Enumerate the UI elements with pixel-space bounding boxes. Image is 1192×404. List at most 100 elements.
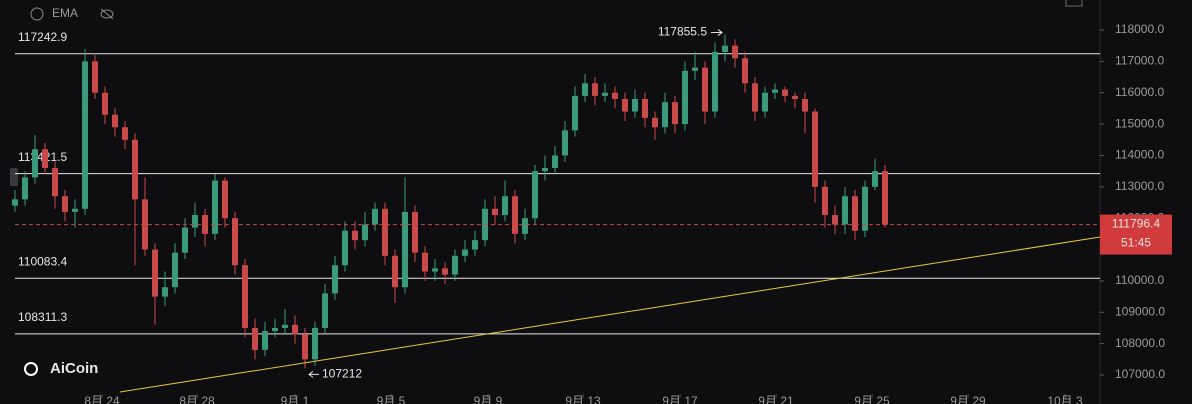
candle-body (632, 99, 638, 112)
x-tick-label: 9月 1 (281, 394, 310, 404)
trend-line (119, 236, 1101, 393)
y-tick-label: 116000.0 (1115, 85, 1164, 99)
min-arrow-head (308, 370, 314, 378)
y-tick-label: 118000.0 (1115, 22, 1164, 36)
candle-body (312, 327, 318, 360)
y-tick-label: 110000.0 (1115, 273, 1164, 287)
candle-body (332, 265, 338, 294)
drag-handle[interactable] (10, 168, 18, 186)
candle-body (882, 171, 888, 225)
candle-body (112, 114, 118, 128)
candle-body (842, 196, 848, 225)
candle-body (852, 196, 858, 231)
candle-body (62, 196, 68, 212)
candle-body (172, 252, 178, 288)
candle-body (812, 111, 818, 187)
candle-body (602, 92, 608, 96)
x-tick-label: 10月 3 (1047, 394, 1083, 404)
candle-body (222, 180, 228, 219)
toolbar-icon[interactable] (30, 7, 44, 21)
candle-body (322, 293, 328, 328)
x-tick-label: 9月 17 (662, 394, 698, 404)
candle-body (22, 177, 28, 200)
indicator-label[interactable]: EMA (52, 6, 78, 20)
y-tick-label: 114000.0 (1115, 148, 1164, 162)
candle-body (402, 211, 408, 288)
candle-body (552, 155, 558, 169)
candle-body (582, 83, 588, 96)
candle-body (572, 95, 578, 131)
candle-body (662, 102, 668, 128)
y-tick-label: 108000.0 (1115, 336, 1165, 350)
x-tick-label: 9月 29 (950, 394, 986, 404)
visibility-icon[interactable] (100, 9, 114, 19)
last-price-label: 111796.4 (1112, 217, 1161, 231)
candle-body (432, 268, 438, 272)
candle-body (522, 218, 528, 234)
level-label: 110083.4 (18, 254, 67, 268)
x-tick-label: 8月 24 (84, 394, 120, 404)
level-label: 117242.9 (18, 30, 67, 44)
candle-body (862, 186, 868, 231)
candle-body (772, 89, 778, 93)
candle-body (782, 89, 788, 96)
candle-body (592, 83, 598, 96)
candle-body (452, 255, 458, 275)
candle-body (262, 331, 268, 350)
candle-body (182, 227, 188, 253)
x-tick-label: 9月 25 (854, 394, 890, 404)
candle-body (272, 327, 278, 332)
candle-body (472, 240, 478, 250)
candle-body (52, 168, 58, 197)
candle-body (92, 61, 98, 93)
candle-body (762, 92, 768, 112)
last-price-box (1100, 214, 1172, 255)
candle-body (302, 334, 308, 360)
candle-body (132, 139, 138, 200)
candle-body (732, 45, 738, 59)
visibility-icon (100, 8, 114, 20)
candle-body (612, 92, 618, 100)
candle-body (82, 61, 88, 209)
candle-body (372, 208, 378, 225)
logo: AiCoin (24, 360, 98, 377)
level-label: 108311.3 (18, 310, 67, 324)
candle-body (872, 171, 878, 187)
candle-body (462, 249, 468, 256)
candle-body (742, 58, 748, 84)
candle-body (622, 99, 628, 112)
candle-body (682, 70, 688, 125)
candle-body (692, 67, 698, 71)
panel-button[interactable] (1065, 0, 1083, 7)
candle-body (12, 199, 18, 206)
x-tick-label: 9月 5 (377, 394, 406, 404)
candle-body (712, 51, 718, 112)
countdown: 51:45 (1121, 236, 1151, 250)
candle-body (672, 102, 678, 125)
candle-body (532, 171, 538, 219)
candle-body (282, 324, 288, 328)
candle-body (212, 180, 218, 234)
y-tick-label: 107000.0 (1115, 367, 1165, 381)
max-arrow-head (717, 29, 723, 36)
candle-body (832, 215, 838, 225)
candle-body (652, 117, 658, 128)
logo-text: AiCoin (50, 360, 98, 377)
candle-body (42, 149, 48, 169)
toolbar: EMA (30, 0, 1083, 21)
candle-body (342, 230, 348, 266)
candle-body (362, 224, 368, 241)
candle-body (382, 208, 388, 256)
candle-body (802, 99, 808, 112)
y-tick-label: 115000.0 (1115, 116, 1164, 130)
candle-body (562, 130, 568, 156)
candle-body (292, 324, 298, 335)
min-label: 107212 (322, 367, 362, 381)
candle-body (122, 127, 128, 140)
candle-body (102, 92, 108, 115)
candle-body (702, 67, 708, 112)
candle-body (442, 268, 448, 275)
candle-body (422, 252, 428, 272)
